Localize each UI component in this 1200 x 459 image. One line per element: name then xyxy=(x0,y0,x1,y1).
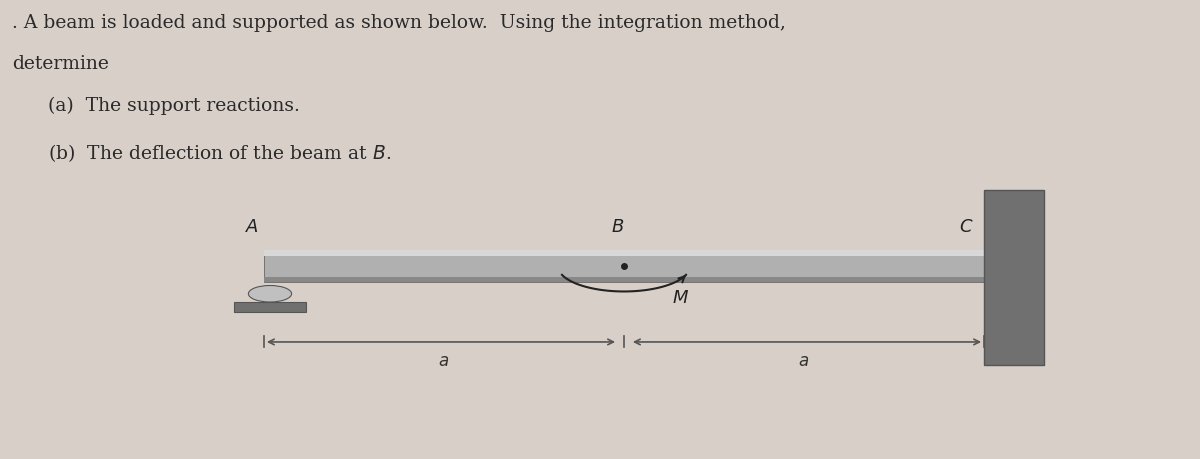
Text: determine: determine xyxy=(12,55,109,73)
Text: (a)  The support reactions.: (a) The support reactions. xyxy=(48,96,300,115)
Circle shape xyxy=(248,285,292,302)
Bar xyxy=(264,277,984,282)
Text: . A beam is loaded and supported as shown below.  Using the integration method,: . A beam is loaded and supported as show… xyxy=(12,14,786,32)
FancyBboxPatch shape xyxy=(264,250,984,282)
Text: $A$: $A$ xyxy=(245,218,259,236)
Bar xyxy=(264,250,984,256)
Text: $C$: $C$ xyxy=(959,218,973,236)
Text: (b)  The deflection of the beam at $B$.: (b) The deflection of the beam at $B$. xyxy=(48,142,391,164)
Text: $a$: $a$ xyxy=(438,353,450,370)
Bar xyxy=(234,302,306,312)
Text: $M$: $M$ xyxy=(672,289,689,308)
Bar xyxy=(984,190,1044,365)
Text: $B$: $B$ xyxy=(611,218,625,236)
Text: $a$: $a$ xyxy=(798,353,810,370)
